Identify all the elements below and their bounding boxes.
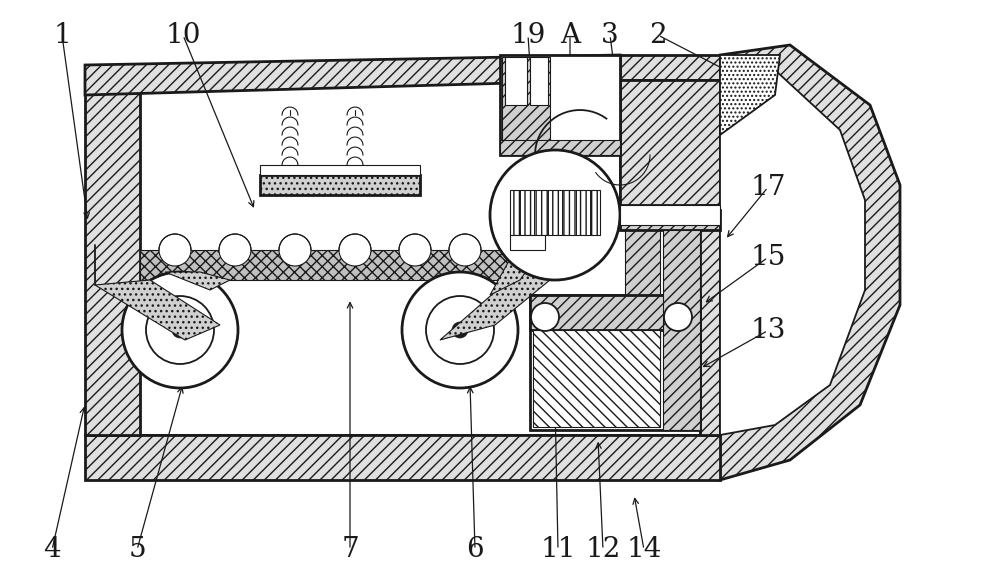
Text: 6: 6 [466,536,484,563]
Text: 10: 10 [165,22,201,49]
Text: 7: 7 [341,536,359,563]
Text: 11: 11 [540,536,576,563]
Polygon shape [260,175,420,195]
Polygon shape [533,330,660,427]
Polygon shape [500,140,620,155]
Circle shape [219,234,251,266]
Circle shape [531,303,559,331]
Polygon shape [140,250,560,280]
Polygon shape [500,55,620,155]
Text: 3: 3 [601,22,619,49]
Text: A: A [560,22,580,49]
Polygon shape [440,270,550,340]
Polygon shape [620,205,720,225]
Circle shape [172,322,188,338]
Text: 2: 2 [649,22,667,49]
Circle shape [402,272,518,388]
Circle shape [664,303,692,331]
Circle shape [399,234,431,266]
Polygon shape [140,80,700,435]
Polygon shape [620,210,720,230]
Circle shape [449,234,481,266]
Polygon shape [663,230,700,430]
Circle shape [504,234,536,266]
Text: 13: 13 [750,317,786,344]
Polygon shape [530,295,700,330]
Polygon shape [140,80,700,435]
Polygon shape [85,85,140,435]
Text: 4: 4 [43,536,61,563]
Polygon shape [510,190,600,235]
Text: 17: 17 [750,174,786,201]
Polygon shape [490,245,545,295]
Polygon shape [625,225,660,375]
Polygon shape [720,45,900,480]
Text: 12: 12 [585,536,621,563]
Polygon shape [720,55,780,135]
Circle shape [452,322,468,338]
Text: 14: 14 [626,536,662,563]
Circle shape [490,150,620,280]
Polygon shape [95,280,220,340]
Polygon shape [620,80,720,205]
Text: 19: 19 [510,22,546,49]
Text: 5: 5 [128,536,146,563]
Polygon shape [85,435,720,480]
Circle shape [426,296,494,364]
Circle shape [146,296,214,364]
Polygon shape [505,57,527,105]
Polygon shape [502,57,550,153]
Polygon shape [260,165,420,175]
Polygon shape [720,70,865,435]
Circle shape [122,272,238,388]
Circle shape [339,234,371,266]
Circle shape [279,234,311,266]
Polygon shape [530,57,548,105]
Polygon shape [700,205,720,435]
Text: 1: 1 [53,22,71,49]
Text: 15: 15 [750,244,786,271]
Polygon shape [620,55,720,80]
Polygon shape [165,272,230,290]
Circle shape [159,234,191,266]
Polygon shape [85,55,620,95]
Polygon shape [530,295,700,430]
Polygon shape [510,235,545,250]
